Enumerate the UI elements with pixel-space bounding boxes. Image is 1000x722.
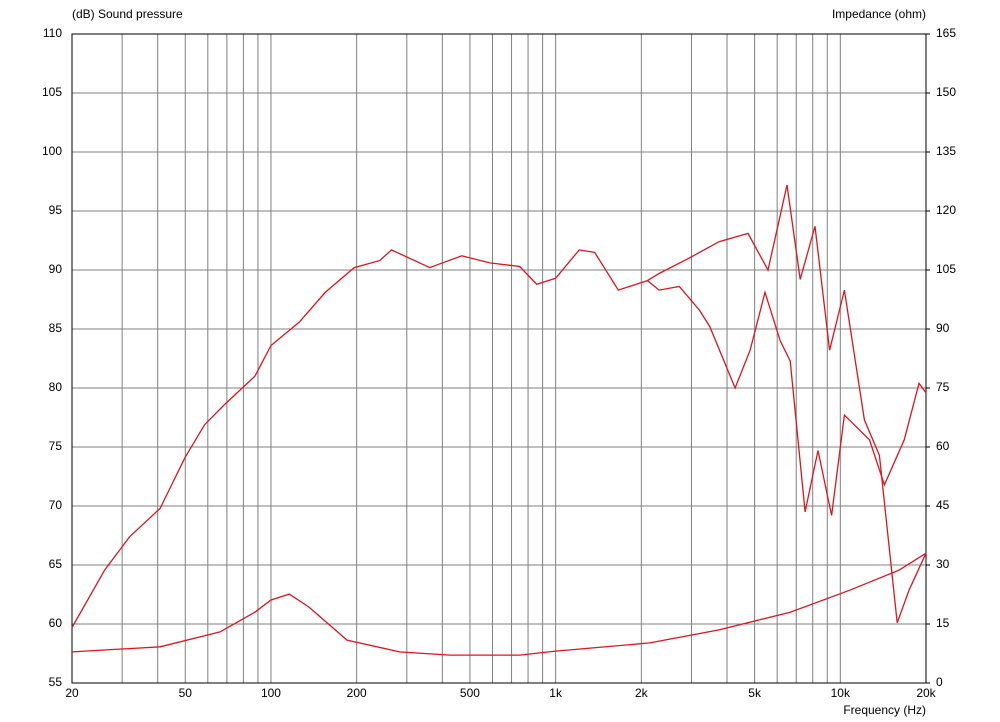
y2-tick-label: 120 xyxy=(936,203,956,217)
y-tick-label: 90 xyxy=(49,262,63,276)
y2-tick-label: 75 xyxy=(936,380,950,394)
x-tick-label: 50 xyxy=(179,686,193,700)
y2-tick-label: 105 xyxy=(936,262,956,276)
x-tick-label: 500 xyxy=(460,686,480,700)
y-tick-label: 95 xyxy=(49,203,63,217)
x-tick-label: 100 xyxy=(261,686,281,700)
y-tick-label: 60 xyxy=(49,616,63,630)
y-tick-label: 75 xyxy=(49,439,63,453)
y-axis-label: (dB) Sound pressure xyxy=(72,7,183,21)
y2-tick-label: 60 xyxy=(936,439,950,453)
y2-tick-label: 165 xyxy=(936,26,956,40)
y2-axis-label: Impedance (ohm) xyxy=(832,7,926,21)
x-tick-label: 1k xyxy=(549,686,563,700)
y2-tick-label: 45 xyxy=(936,498,950,512)
x-tick-label: 20 xyxy=(65,686,79,700)
x-tick-label: 10k xyxy=(831,686,851,700)
x-tick-label: 5k xyxy=(748,686,762,700)
data-line xyxy=(71,552,927,656)
y-tick-label: 85 xyxy=(49,321,63,335)
y-tick-label: 100 xyxy=(42,144,62,158)
y-tick-label: 65 xyxy=(49,557,63,571)
y-tick-label: 70 xyxy=(49,498,63,512)
y-tick-label: 80 xyxy=(49,380,63,394)
y2-tick-label: 90 xyxy=(936,321,950,335)
y2-tick-label: 150 xyxy=(936,85,956,99)
y2-tick-label: 15 xyxy=(936,616,950,630)
y-tick-label: 110 xyxy=(43,26,62,40)
x-tick-label: 200 xyxy=(347,686,367,700)
plot-frame xyxy=(71,33,927,684)
data-line xyxy=(71,249,927,628)
y-tick-label: 105 xyxy=(42,85,62,99)
x-axis-label: Frequency (Hz) xyxy=(843,703,926,717)
x-tick-label: 2k xyxy=(635,686,649,700)
x-tick-label: 20k xyxy=(916,686,936,700)
y2-tick-label: 30 xyxy=(936,557,950,571)
data-line xyxy=(647,184,927,624)
y2-tick-label: 135 xyxy=(936,144,956,158)
y-tick-label: 55 xyxy=(49,675,63,689)
y2-tick-label: 0 xyxy=(936,675,943,689)
